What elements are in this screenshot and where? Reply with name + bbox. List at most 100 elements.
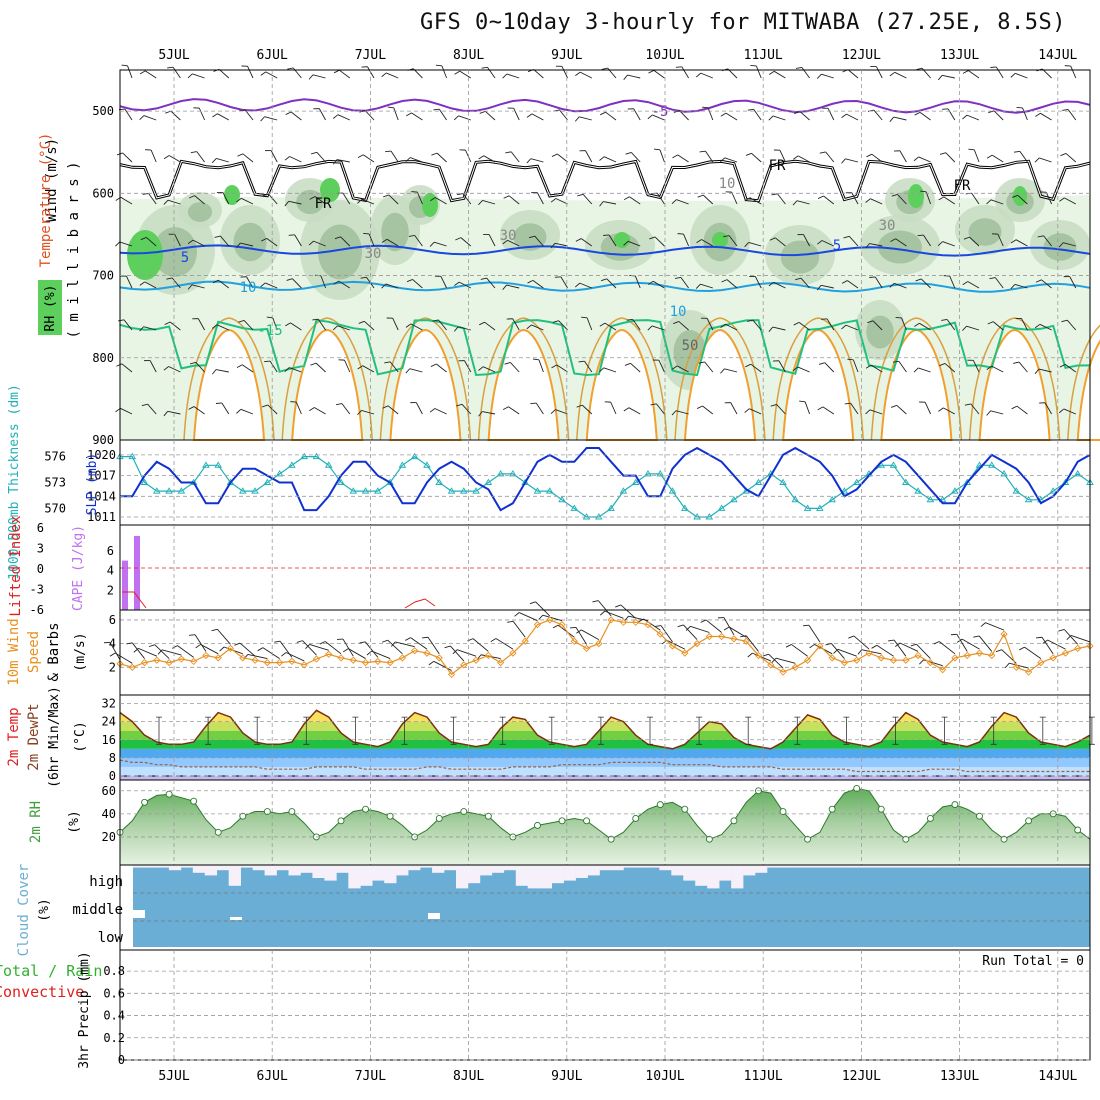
temp-contour-20 [281,317,373,441]
rh-point [484,812,492,820]
cloud-high-gap [1006,865,1019,868]
wind-barb-flag [405,368,411,374]
wind-barb-flag [284,156,290,161]
wind-barb-flag [825,643,832,646]
wind-barb-flag [794,111,800,115]
wind-barb [364,641,379,658]
wind-barb [627,74,641,79]
wind-barb [317,318,326,331]
wind-barb [1015,72,1028,79]
cloud-high-gap [336,865,349,873]
wind-barb-flag [481,66,488,69]
thickness-point [251,487,259,494]
li-line [122,591,147,609]
wind-barb-flag [212,279,219,284]
wind-barb [754,276,762,289]
wind-barb-flag [740,635,747,638]
wind-barb [745,635,759,652]
wind-speed-point [153,656,161,664]
wind-barb [752,652,771,662]
wind-barb [634,275,641,289]
wind-barb [170,110,181,121]
wind-barb-flag [502,284,507,290]
wind-barb-flag [167,66,174,69]
wind-speed-point [595,639,603,648]
wind-barb [241,197,254,205]
wind-speed-point [312,655,321,663]
wind-speed-point [705,632,714,641]
cloud-high-gap [743,865,756,876]
date-axes: 5JUL 5JUL 6JUL 6JUL 7JUL 7JUL 8JUL 8JUL 9JUL 9JUL… [158,48,1077,1084]
wind-barb [177,645,194,658]
wind-barb [131,642,145,659]
cloud-high-gap [790,865,804,868]
wind-barb-flag [211,324,218,329]
thickness-point [214,461,223,468]
temp-band [120,766,1090,776]
minmax-errorbar [745,716,752,745]
wind-barb [579,282,592,289]
wind-barb-flag [889,116,895,122]
cloud-high-gap [384,865,397,884]
wind-barb [827,108,835,121]
wind-barb [344,359,351,373]
minmax-errorbar [794,716,801,745]
cloud-high-gap [970,865,983,868]
wind-barb-flag [817,195,824,199]
wind-speed-point [926,658,935,667]
wind-barb [658,360,665,373]
wind-barb-flag [599,156,605,161]
cloud-high-gap [767,865,780,868]
wind-barb-flag [920,190,927,193]
wind-barb-flag [771,657,777,663]
temp-band [120,721,1090,731]
thickness-point [840,487,849,494]
wind-barb-flag [986,410,991,416]
wind-barb [755,65,762,79]
wind-barb [853,635,870,650]
wind-barb-flag [238,320,245,323]
wind-barb-flag [988,110,995,114]
wind-barb [923,234,931,247]
minmax-errorbar [597,716,604,745]
wind-barb-flag [661,639,668,645]
wind-barb [506,284,520,289]
wind-barb-flag [723,235,730,238]
wind-barb [969,236,980,247]
wind-barb-flag [816,285,822,291]
wind-barb-flag [802,624,810,627]
wind-barb-flag [648,69,655,74]
wind-barb [875,66,883,79]
wind-barb [302,640,317,656]
li-tick: -6 [30,603,44,617]
wind-barb [438,319,447,331]
thickness-point [987,461,996,468]
wind-barb-flag [671,410,677,416]
wind-speed-point [214,654,222,662]
wind-barb-flag [1058,408,1065,414]
wind-barb-flag [171,645,178,649]
contour-label: FR [769,158,786,174]
wind-barb [554,242,568,247]
rh-point [386,812,394,820]
minmax-errorbar [254,716,261,745]
wind-barb [725,112,738,121]
wind-barb-flag [1010,284,1016,290]
wind-barb [192,73,205,79]
wind-barb [991,365,1004,373]
wind-barb [791,644,808,657]
wind-barb-flag [286,278,293,281]
rh-point [902,835,910,843]
wind-barb [893,116,907,121]
thickness-point [631,478,640,485]
precip-tick: 0.6 [103,986,125,1000]
wind-barb-flag [962,114,968,120]
wind-barb [628,407,641,415]
rh2m-panel: 60 40 20 2m RH (%) [28,779,1091,866]
contour-label: FR [954,178,971,194]
rh-contour-high [320,178,340,202]
wind-barb [895,238,907,247]
wind-barb-flag [211,369,217,375]
cloud-high-gap [874,865,887,868]
wind-barb-flag [454,281,460,286]
